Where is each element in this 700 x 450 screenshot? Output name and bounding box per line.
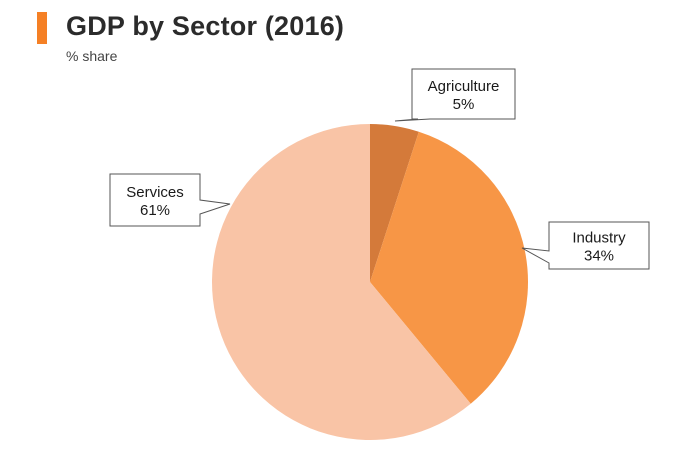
pie-slice-agriculture bbox=[370, 124, 419, 282]
callout-box bbox=[394, 68, 516, 122]
chart-subtitle: % share bbox=[66, 48, 118, 64]
slice-label-industry: Industry bbox=[572, 230, 626, 247]
slice-label-services: Services bbox=[126, 184, 184, 201]
chart-title: GDP by Sector (2016) bbox=[66, 11, 345, 41]
slice-value-industry: 34% bbox=[584, 248, 614, 265]
slice-value-services: 61% bbox=[140, 202, 170, 219]
callout-box bbox=[109, 173, 231, 227]
slice-label-agriculture: Agriculture bbox=[428, 78, 500, 95]
slice-value-agriculture: 5% bbox=[453, 96, 475, 113]
callout-box bbox=[521, 221, 650, 270]
pie-slice-services bbox=[212, 124, 471, 440]
pie-slice-industry bbox=[370, 131, 528, 404]
title-accent-bar bbox=[37, 12, 47, 44]
